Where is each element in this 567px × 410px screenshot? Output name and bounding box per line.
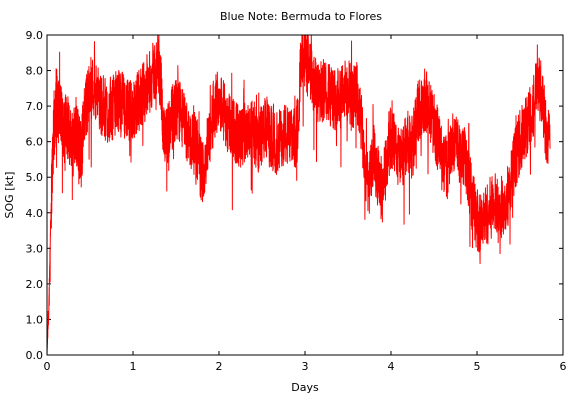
y-axis: 0.0 1.0 2.0 3.0 4.0 5.0 6.0 7.0 8.0 9.0 [26, 29, 563, 362]
x-axis-label: Days [291, 381, 319, 394]
sog-series-line [46, 34, 551, 354]
x-tick-label: 0 [44, 360, 51, 373]
y-tick-label: 2.0 [26, 278, 44, 291]
y-tick-label: 7.0 [26, 100, 44, 113]
y-tick-label: 6.0 [26, 136, 44, 149]
x-tick-label: 3 [302, 360, 309, 373]
y-tick-label: 3.0 [26, 242, 44, 255]
y-tick-label: 4.0 [26, 207, 44, 220]
x-tick-label: 1 [130, 360, 137, 373]
y-tick-label: 9.0 [26, 29, 44, 42]
y-axis-label: SOG [kt] [3, 172, 16, 219]
x-tick-label: 5 [474, 360, 481, 373]
x-tick-label: 2 [216, 360, 223, 373]
y-tick-label: 5.0 [26, 171, 44, 184]
plot-frame [46, 34, 564, 356]
chart-title: Blue Note: Bermuda to Flores [220, 10, 382, 23]
y-tick-label: 1.0 [26, 313, 44, 326]
x-tick-label: 6 [560, 360, 567, 373]
x-tick-label: 4 [388, 360, 395, 373]
y-tick-label: 0.0 [26, 349, 44, 362]
plot-area [46, 34, 551, 354]
y-tick-label: 8.0 [26, 65, 44, 78]
